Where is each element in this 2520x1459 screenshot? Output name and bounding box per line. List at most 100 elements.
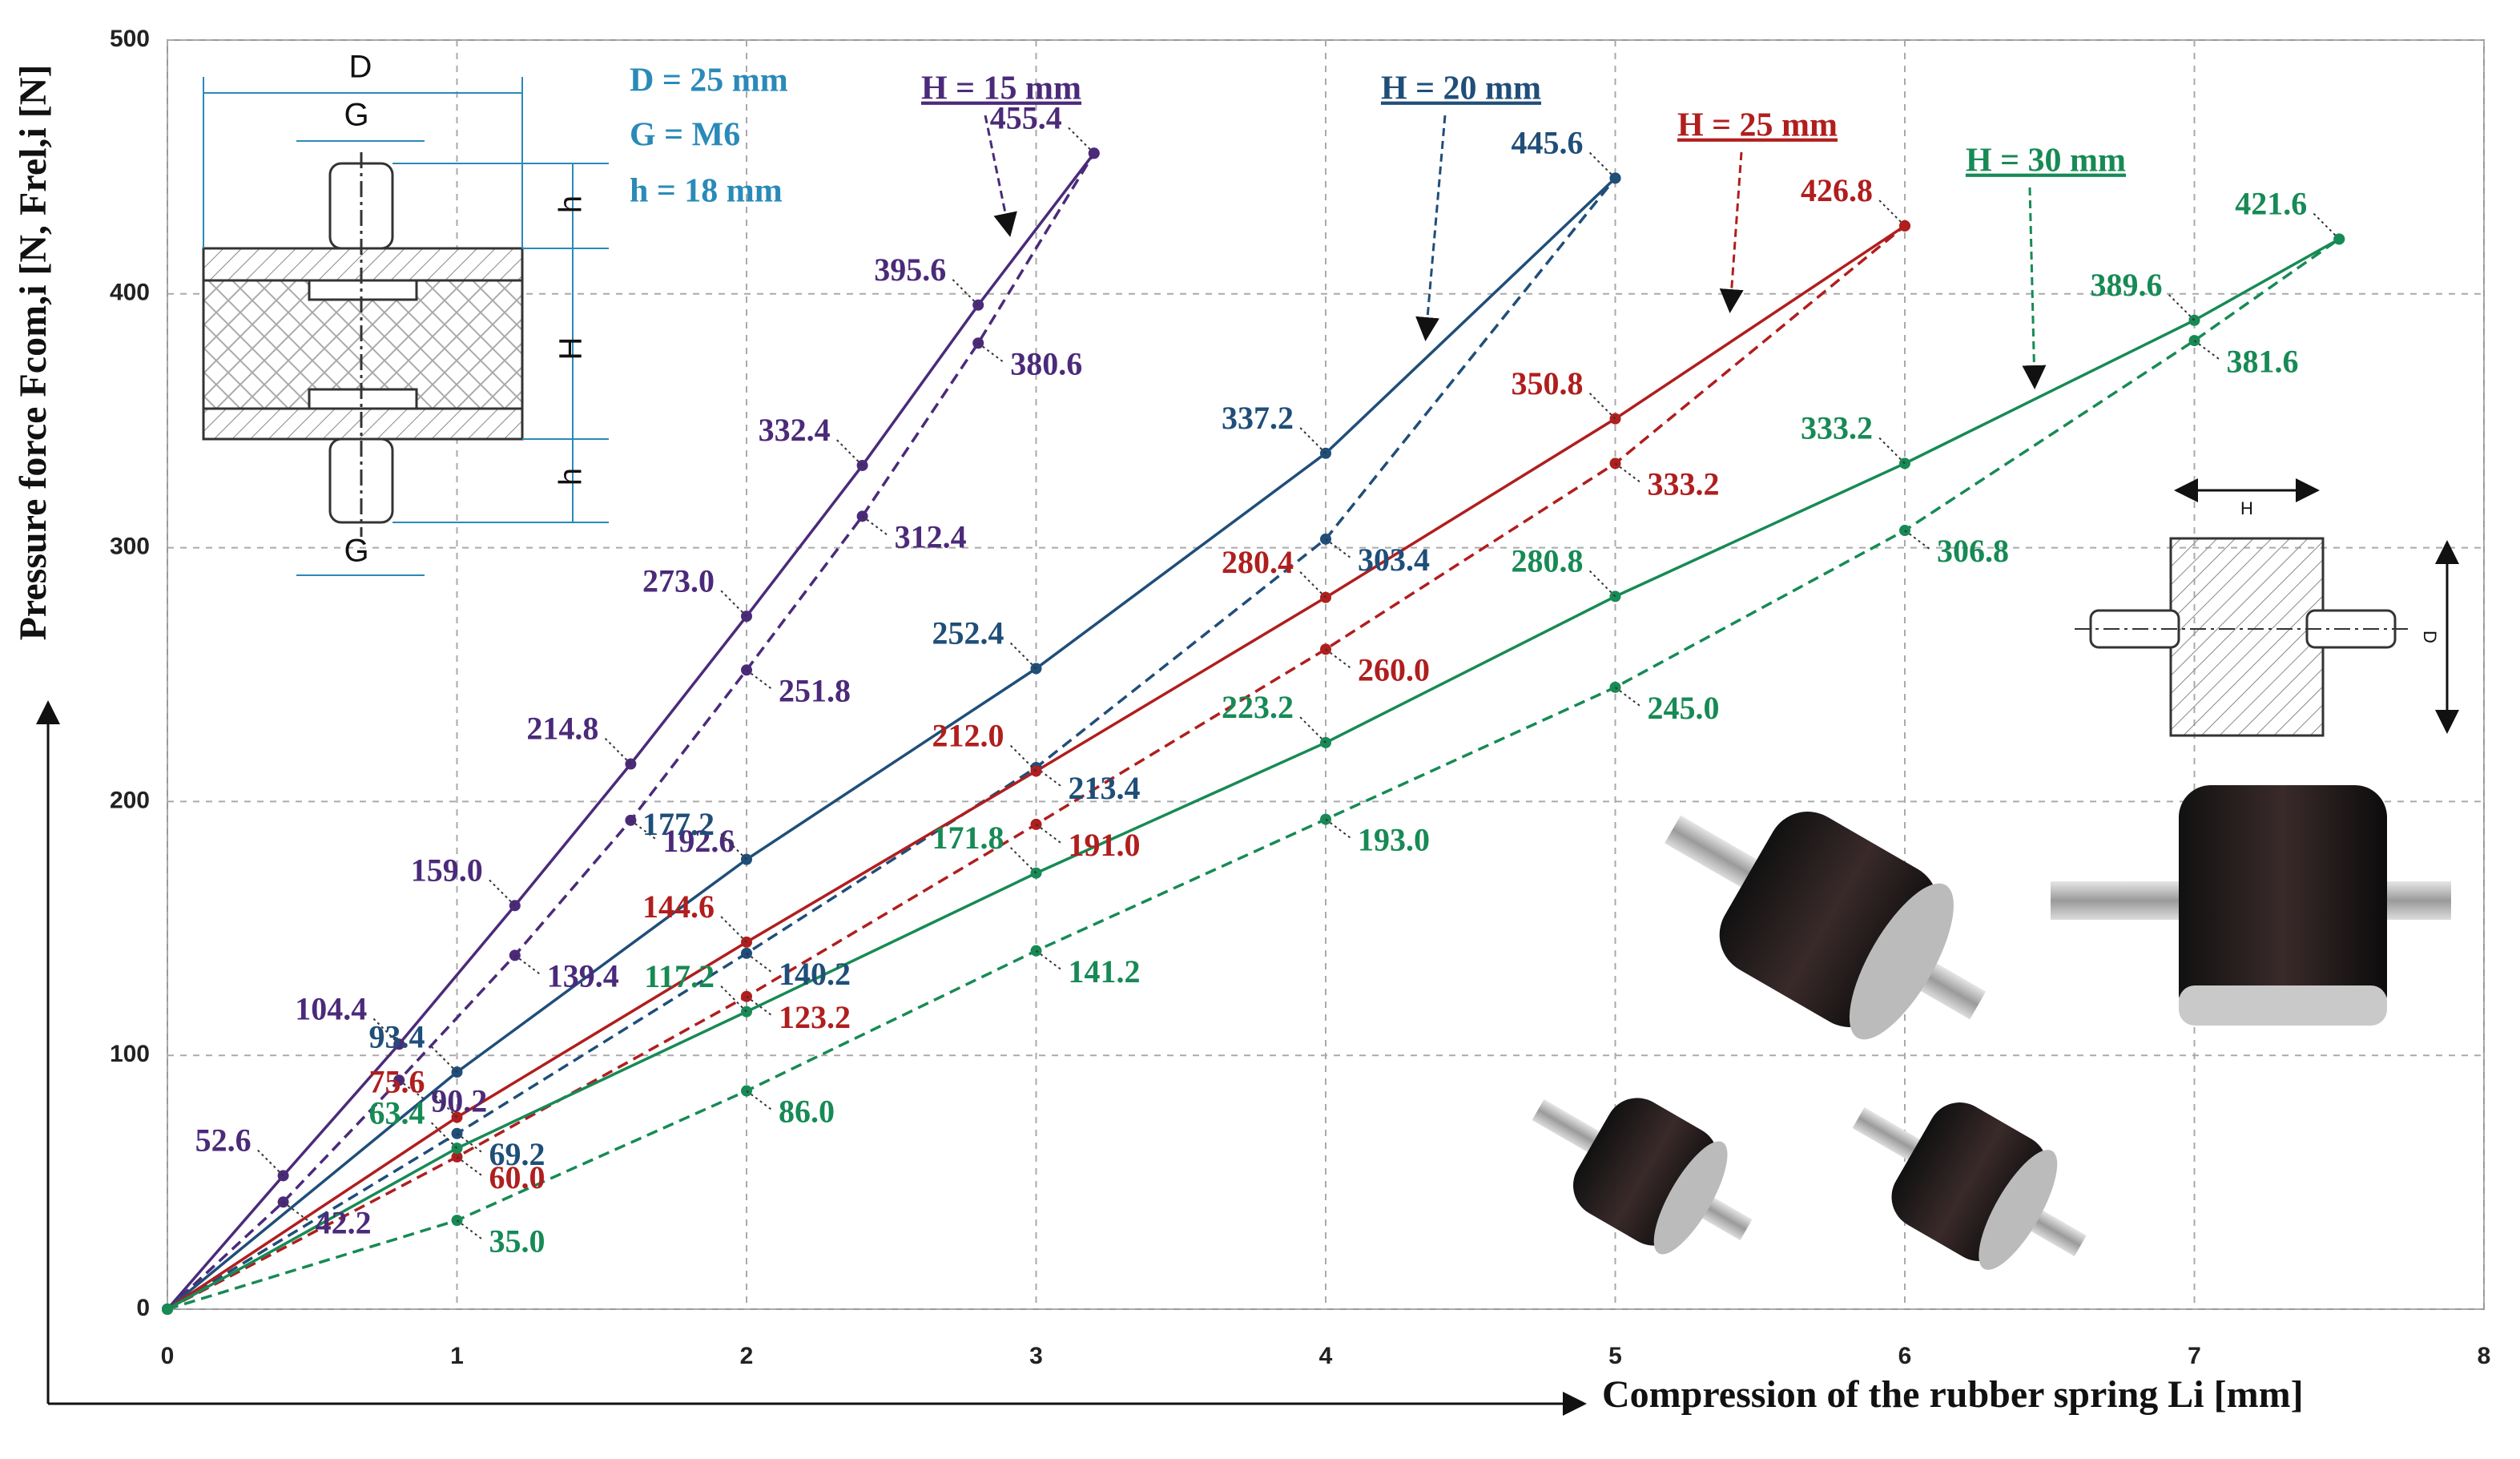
spring-drawing [202, 77, 609, 576]
data-point [1320, 813, 1331, 825]
data-label: 333.2 [1801, 410, 1873, 446]
leader-line [430, 1046, 458, 1073]
leader-line [2313, 212, 2340, 240]
data-label: 332.4 [759, 412, 831, 448]
x-tick-label: 8 [2478, 1343, 2491, 1369]
data-label: 159.0 [411, 852, 483, 888]
y-tick-label: 100 [110, 1041, 150, 1067]
y-tick-label: 500 [110, 26, 150, 52]
data-label: 380.6 [1010, 345, 1082, 381]
data-label: 123.2 [779, 999, 851, 1035]
leader-line [604, 737, 632, 765]
data-label: 421.6 [2235, 186, 2307, 222]
x-tick-label: 7 [2188, 1343, 2201, 1369]
leader-line [430, 1090, 458, 1118]
data-label: 140.2 [779, 956, 851, 992]
data-label: 245.0 [1648, 690, 1720, 726]
parameter-text: h = 18 mm [630, 173, 783, 210]
y-tick-label: 400 [110, 280, 150, 306]
data-label: 280.8 [1512, 543, 1584, 579]
x-tick-label: 5 [1608, 1343, 1622, 1369]
annotation: H = 25 mm [1677, 107, 1838, 144]
data-label: 445.6 [1512, 125, 1584, 161]
annotation: H = 20 mm [1381, 71, 1541, 107]
data-label: 117.2 [644, 958, 715, 994]
leader-line [720, 590, 747, 617]
x-tick-label: 2 [740, 1343, 754, 1369]
product-photos [1532, 785, 2451, 1270]
annotation: H = 15 mm [921, 71, 1081, 107]
data-label: 52.6 [195, 1122, 252, 1159]
leader-line [489, 879, 516, 906]
x-tick-label: 1 [450, 1343, 464, 1369]
annotation-arrow [2022, 187, 2047, 389]
leader-line [1588, 570, 1616, 598]
leader-line [1009, 744, 1037, 772]
y-tick-label: 0 [136, 1295, 150, 1321]
data-point [1899, 220, 1910, 232]
series-line [166, 177, 1616, 1311]
x-tick-label: 4 [1319, 1343, 1333, 1369]
y-axis-label: Pressure force Fcom,i [N, Frel,i [N] [12, 65, 54, 641]
series-line [167, 177, 1616, 1311]
data-label: 104.4 [295, 990, 367, 1026]
leader-line [1299, 427, 1326, 454]
data-label: 212.0 [932, 718, 1004, 754]
data-point [1088, 147, 1100, 159]
data-label: 389.6 [2091, 267, 2163, 303]
data-label: 213.4 [1069, 770, 1141, 806]
data-point [1609, 172, 1621, 184]
parameter-text: G = M6 [630, 117, 740, 154]
data-label: 86.0 [779, 1094, 835, 1130]
leader-line [1009, 847, 1037, 874]
data-label: 381.6 [2227, 343, 2299, 379]
data-label: 395.6 [874, 252, 946, 288]
x-axis-label: Compression of the rubber spring Li [mm] [1602, 1373, 2304, 1416]
annotation-arrow [984, 115, 1017, 237]
data-label: 455.4 [990, 99, 1062, 135]
data-label: 144.6 [642, 889, 715, 925]
annotation-arrow [1719, 151, 1744, 313]
leader-line [430, 1122, 458, 1149]
leader-line [720, 985, 747, 1013]
dimension-label: D [2420, 631, 2440, 643]
parameter-text: D = 25 mm [630, 62, 788, 99]
leader-line [720, 832, 747, 860]
leader-line [1009, 642, 1037, 670]
dimension-label: h [554, 468, 589, 486]
plot-area: 0 100 200 300 400 500 0 1 2 3 4 5 6 7 8 52.6 104.4 159.0 2… [110, 26, 2490, 1369]
leader-line [2168, 294, 2196, 321]
data-label: 177.2 [642, 806, 715, 842]
data-label: 141.2 [1069, 953, 1141, 989]
dimension-label: D [349, 50, 372, 85]
leader-line [1878, 200, 1906, 227]
leader-line [952, 279, 979, 306]
data-label: 93.4 [369, 1018, 425, 1054]
leader-line [1299, 716, 1326, 744]
dimension-label: G [344, 534, 368, 569]
data-point [2333, 233, 2345, 245]
data-label: 192.6 [662, 823, 735, 859]
data-label: 312.4 [895, 518, 967, 554]
data-label: 42.2 [316, 1204, 372, 1240]
data-label: 69.2 [489, 1136, 545, 1172]
dimension-label: h [554, 195, 589, 213]
x-tick-label: 6 [1898, 1343, 1912, 1369]
data-label: 191.0 [1069, 827, 1141, 863]
dimension-label: H [554, 337, 589, 361]
leader-line [256, 1149, 284, 1177]
data-label: 75.6 [369, 1064, 425, 1100]
leader-line [372, 1018, 400, 1045]
leader-line [835, 439, 863, 466]
data-label: 306.8 [1937, 533, 2009, 569]
leader-line [1299, 570, 1326, 599]
data-label: 193.0 [1358, 822, 1430, 858]
x-tick-label: 0 [161, 1343, 175, 1369]
leader-line [1588, 151, 1616, 179]
data-label: 63.4 [369, 1094, 425, 1131]
data-point [162, 1304, 173, 1315]
leader-line [1588, 392, 1616, 420]
data-label: 35.0 [489, 1223, 545, 1259]
